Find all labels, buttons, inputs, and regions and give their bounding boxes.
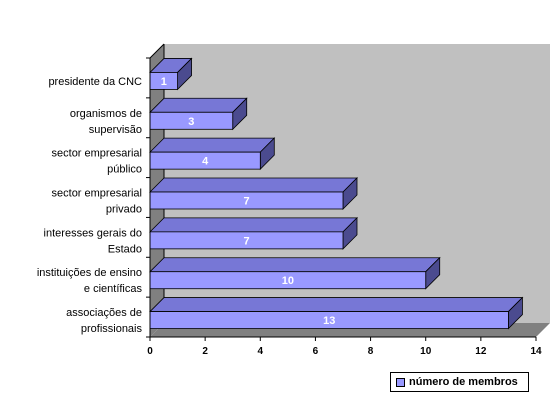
data-label: 13 — [323, 315, 335, 327]
data-label: 1 — [161, 76, 167, 88]
bar-top — [149, 137, 276, 153]
legend-swatch — [396, 377, 405, 387]
bar: 1 — [149, 57, 193, 91]
category-label-line: supervisão — [89, 124, 142, 136]
legend-label: número de membros — [409, 376, 518, 388]
value-axis: 0 2 4 6 8 10 12 14 — [147, 336, 542, 357]
bar-top — [149, 217, 358, 233]
x-tick-label: 10 — [420, 346, 432, 357]
category-label-line: público — [107, 164, 142, 176]
category-label-line: e científicas — [84, 283, 143, 295]
data-label: 7 — [243, 196, 249, 208]
x-tick-label: 8 — [368, 346, 374, 357]
bar: 10 — [149, 256, 441, 290]
data-label: 7 — [243, 235, 249, 247]
category-label: sector empresarial privado — [52, 188, 142, 216]
category-label-line: instituições de ensino — [37, 267, 142, 279]
x-tick-label: 6 — [313, 346, 319, 357]
x-tick-label: 14 — [530, 346, 542, 357]
x-tick-label: 0 — [147, 346, 153, 357]
category-label-line: associações de — [66, 307, 142, 319]
category-label-line: privado — [106, 204, 142, 216]
x-tick-label: 12 — [475, 346, 487, 357]
bar-top — [149, 97, 248, 113]
wall-edge — [149, 43, 165, 59]
category-label: associações de profissionais — [66, 307, 142, 335]
data-label: 10 — [282, 275, 294, 287]
data-label: 4 — [202, 156, 209, 168]
category-label: sector empresarial público — [52, 148, 142, 176]
category-label: instituições de ensino e científicas — [37, 267, 143, 295]
category-label-line: presidente da CNC — [48, 76, 142, 88]
category-label: organismos de supervisão — [70, 108, 142, 136]
category-label-line: Estado — [108, 243, 142, 255]
category-label-line: sector empresarial — [52, 148, 142, 160]
category-label-line: profissionais — [81, 323, 143, 335]
x-tick-label: 4 — [258, 346, 264, 357]
bar: 4 — [149, 137, 276, 171]
category-label: interesses gerais do Estado — [44, 227, 142, 255]
category-axis: presidente da CNC organismos de supervisão… — [37, 57, 151, 338]
category-label-line: sector empresarial — [52, 188, 142, 200]
category-label-line: interesses gerais do — [44, 227, 142, 239]
category-label-line: organismos de — [70, 108, 142, 120]
bar-top — [149, 177, 358, 193]
data-label: 3 — [188, 116, 194, 128]
x-tick-label: 2 — [202, 346, 208, 357]
bar-top — [149, 257, 441, 273]
bar: 3 — [149, 97, 248, 131]
bar: 13 — [149, 296, 524, 330]
bar: 7 — [149, 216, 358, 250]
legend: número de membros — [390, 372, 529, 392]
bar: 7 — [149, 177, 358, 210]
category-label: presidente da CNC — [48, 76, 142, 88]
bar-top — [149, 297, 524, 312]
